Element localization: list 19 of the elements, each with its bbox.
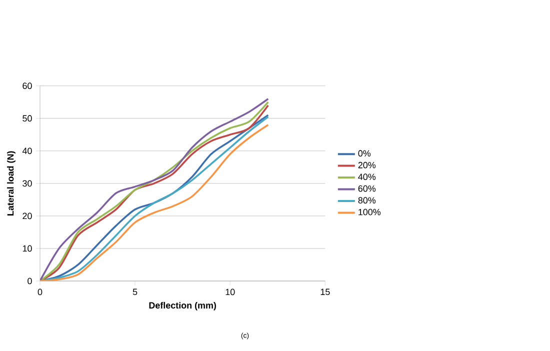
y-tick-label: 60 (22, 82, 32, 90)
legend-label: 20% (358, 162, 376, 168)
y-tick-label: 40 (22, 148, 32, 154)
y-tick-label: 50 (22, 115, 32, 122)
x-tick-label: 5 (132, 288, 138, 296)
x-tick-label: 15 (320, 288, 330, 296)
legend-label: 60% (358, 185, 376, 192)
legend-label: 80% (358, 197, 376, 204)
x-tick-label: 10 (226, 288, 235, 296)
y-axis-title: Lateral load (N) (7, 151, 16, 216)
y-tick-label: 10 (22, 245, 32, 252)
legend-label: 40% (358, 174, 376, 180)
y-tick-label: 20 (22, 212, 32, 220)
x-tick-label: 0 (38, 288, 42, 296)
x-axis-title: Deflection (mm) (149, 302, 216, 310)
y-tick-label: 0 (28, 278, 32, 284)
legend-label: 100% (358, 208, 381, 216)
legend-label: 0% (358, 150, 371, 157)
y-tick-label: 30 (22, 180, 32, 187)
